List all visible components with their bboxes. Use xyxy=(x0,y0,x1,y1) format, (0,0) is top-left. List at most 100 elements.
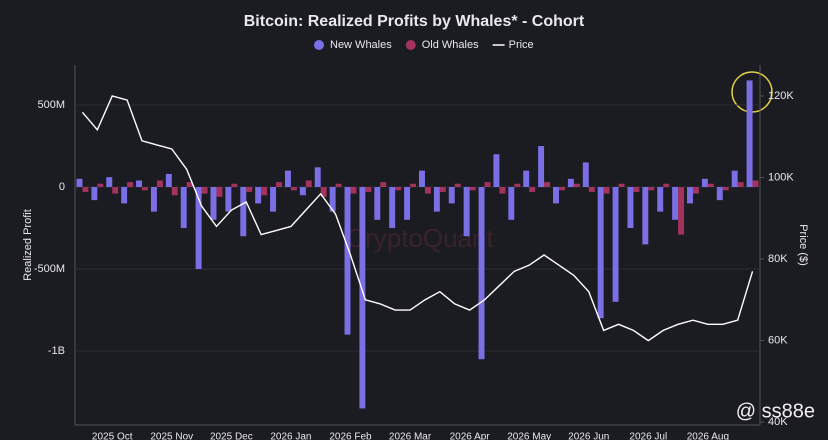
bar xyxy=(121,187,128,204)
x-tick-label: 2025 Nov xyxy=(150,432,193,440)
bar xyxy=(195,187,202,270)
x-tick-label: 2026 Apr xyxy=(450,432,491,440)
y-tick-label: -1B xyxy=(48,345,65,357)
bar xyxy=(359,187,366,409)
bar xyxy=(216,187,223,197)
y2-tick-label: 80K xyxy=(768,253,788,265)
bar xyxy=(678,187,685,235)
bar xyxy=(127,182,134,188)
bar xyxy=(106,177,113,188)
bar xyxy=(529,187,536,192)
watermark: CryptoQuant xyxy=(346,223,494,253)
bar xyxy=(752,180,759,188)
bar xyxy=(463,187,470,237)
bar xyxy=(618,183,625,188)
bar xyxy=(633,187,640,192)
x-tick-label: 2026 Jul xyxy=(629,432,667,440)
bar xyxy=(648,187,655,191)
bar xyxy=(410,183,417,188)
bar xyxy=(82,187,89,192)
legend-swatch xyxy=(314,40,324,50)
credit: @ ss88e xyxy=(736,400,815,422)
bar xyxy=(231,183,238,188)
bar xyxy=(493,154,500,188)
bar xyxy=(573,183,580,188)
legend-label: New Whales xyxy=(330,39,392,51)
bar xyxy=(672,187,679,220)
bar xyxy=(499,187,506,194)
bar xyxy=(448,187,455,204)
bar xyxy=(305,180,312,188)
bar xyxy=(642,187,649,245)
bar xyxy=(150,187,157,212)
bar xyxy=(91,187,98,201)
price-line xyxy=(81,95,754,342)
x-tick-label: 2026 Mar xyxy=(389,432,432,440)
bar xyxy=(701,178,708,188)
bar xyxy=(538,146,545,188)
bar xyxy=(553,187,559,204)
y2-tick-label: 120K xyxy=(768,90,794,102)
bar xyxy=(270,187,277,212)
y2-tick-label: 100K xyxy=(768,171,794,183)
bar xyxy=(523,170,530,188)
bar xyxy=(612,187,619,302)
bar xyxy=(558,187,565,191)
y2-tick-label: 60K xyxy=(768,335,788,347)
bar xyxy=(136,180,143,188)
bar xyxy=(544,182,551,188)
x-tick-label: 2025 Oct xyxy=(92,432,133,440)
bar xyxy=(165,173,172,188)
bar xyxy=(171,187,178,196)
bar xyxy=(380,182,387,188)
bar xyxy=(389,187,396,229)
bar xyxy=(469,187,476,191)
bar xyxy=(588,187,595,192)
bar xyxy=(478,187,485,360)
y-axis-label: Realized Profit xyxy=(22,209,34,281)
bar xyxy=(112,187,119,194)
bar xyxy=(582,162,589,188)
legend-swatch xyxy=(405,40,416,50)
bar xyxy=(350,187,357,194)
bar xyxy=(261,187,268,196)
bar xyxy=(687,187,693,204)
y2-axis-label: Price ($) xyxy=(797,224,809,266)
bar xyxy=(603,187,610,194)
x-tick-label: 2026 Aug xyxy=(687,432,729,440)
bar xyxy=(335,183,342,188)
bar xyxy=(225,187,232,212)
bar xyxy=(424,187,431,194)
bar xyxy=(722,187,729,191)
bar xyxy=(284,170,291,188)
bar xyxy=(210,187,217,220)
bar xyxy=(255,187,262,204)
x-tick-label: 2025 Dec xyxy=(210,432,253,440)
bar xyxy=(508,187,515,220)
bar xyxy=(454,183,461,188)
bar xyxy=(663,183,670,188)
bar xyxy=(299,187,306,196)
bar xyxy=(374,187,381,220)
bar xyxy=(404,187,411,220)
x-tick-label: 2026 Jan xyxy=(270,432,311,440)
bar xyxy=(657,187,664,212)
bar xyxy=(142,187,148,191)
bar xyxy=(737,182,744,188)
bar xyxy=(290,187,297,191)
bar xyxy=(97,183,104,188)
bar xyxy=(514,183,521,188)
y-tick-label: -500M xyxy=(34,263,65,275)
bar xyxy=(731,170,738,188)
bar xyxy=(395,187,402,191)
y2-tick-label: 40K xyxy=(768,416,788,428)
bar xyxy=(276,182,282,188)
bar xyxy=(439,187,446,192)
bar xyxy=(186,182,193,188)
x-tick-label: 2026 Jun xyxy=(568,432,609,440)
bar xyxy=(418,170,425,188)
bar xyxy=(627,187,634,229)
bar xyxy=(240,187,247,237)
bar xyxy=(314,167,321,188)
